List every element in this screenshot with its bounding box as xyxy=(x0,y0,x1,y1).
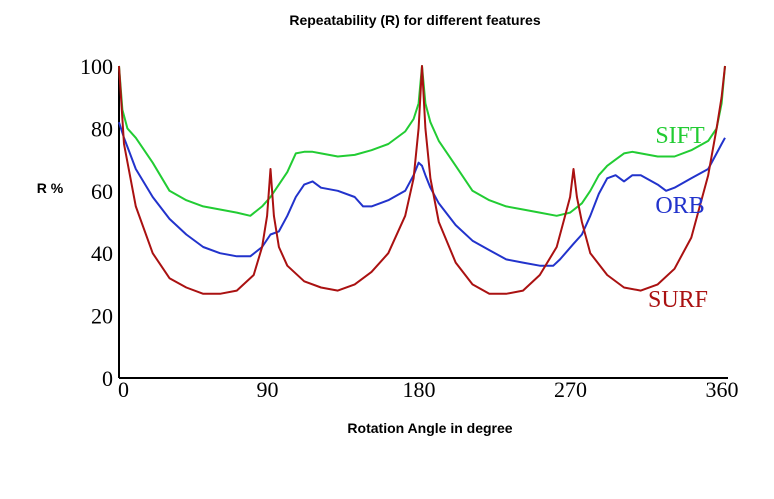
series-lines xyxy=(118,65,726,295)
y-tick-label: 60 xyxy=(91,179,113,204)
y-tick-label: 20 xyxy=(91,304,113,329)
series-labels: SIFT ORB SURF xyxy=(648,123,708,313)
y-tick-label: 40 xyxy=(91,241,113,266)
series-line-orb xyxy=(118,121,726,267)
series-label-surf: SURF xyxy=(648,287,708,313)
y-tick-label: 0 xyxy=(102,366,113,391)
x-tick-label: 360 xyxy=(706,377,739,402)
x-axis-label: Rotation Angle in degree xyxy=(347,420,512,436)
y-axis-label: R % xyxy=(37,180,64,196)
y-tick-label: 100 xyxy=(80,54,113,79)
x-tick-label: 270 xyxy=(554,377,587,402)
series-line-sift xyxy=(118,65,726,217)
series-label-sift: SIFT xyxy=(655,123,705,149)
x-tick-label: 90 xyxy=(257,377,279,402)
y-tick-label: 80 xyxy=(91,116,113,141)
x-tick-label: 180 xyxy=(403,377,436,402)
series-line-surf xyxy=(118,65,726,295)
chart-title: Repeatability (R) for different features xyxy=(289,12,540,28)
axis-ticks: 0 20 40 60 80 100 0 90 180 270 360 xyxy=(80,54,739,402)
x-tick-label: 0 xyxy=(118,377,129,402)
series-label-orb: ORB xyxy=(655,193,704,219)
